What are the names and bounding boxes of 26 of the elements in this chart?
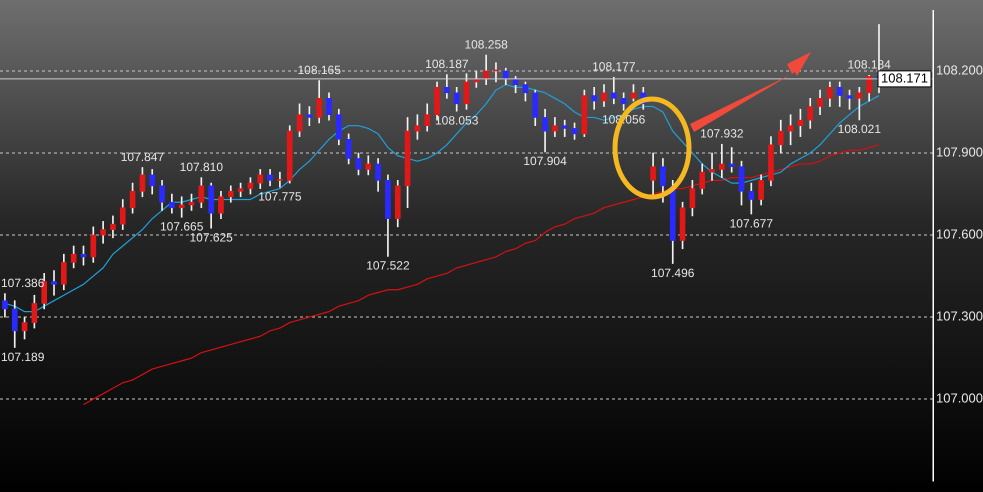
annotation: 108.258 bbox=[464, 37, 508, 52]
y-tick-label: 107.000 bbox=[936, 390, 983, 406]
annotation: 107.932 bbox=[700, 126, 744, 141]
y-tick-label: 107.300 bbox=[936, 308, 983, 324]
annotation: 107.810 bbox=[180, 160, 224, 174]
candlestick bbox=[51, 270, 57, 296]
annotation: 108.165 bbox=[297, 62, 342, 77]
candlestick bbox=[80, 246, 86, 266]
annotation: 107.496 bbox=[651, 266, 695, 280]
annotation: 107.775 bbox=[258, 190, 302, 204]
annotation: 107.189 bbox=[0, 350, 45, 364]
y-tick-label: 107.900 bbox=[936, 144, 983, 160]
y-tick-label: 107.600 bbox=[936, 226, 983, 242]
candlestick bbox=[846, 90, 852, 110]
annotation: 107.677 bbox=[730, 216, 774, 230]
candlestick bbox=[709, 152, 715, 181]
annotation: 107.904 bbox=[523, 154, 568, 168]
candlestick bbox=[493, 62, 499, 82]
candlestick bbox=[188, 194, 194, 211]
annotation: 108.021 bbox=[838, 122, 882, 136]
y-tick-label: 108.200 bbox=[936, 62, 983, 78]
annotation: 107.522 bbox=[366, 258, 410, 273]
annotation: 107.847 bbox=[120, 150, 164, 164]
annotation: 108.187 bbox=[425, 56, 469, 71]
annotation: 108.177 bbox=[592, 60, 636, 74]
ref-line-label: 108.171 bbox=[881, 70, 928, 86]
